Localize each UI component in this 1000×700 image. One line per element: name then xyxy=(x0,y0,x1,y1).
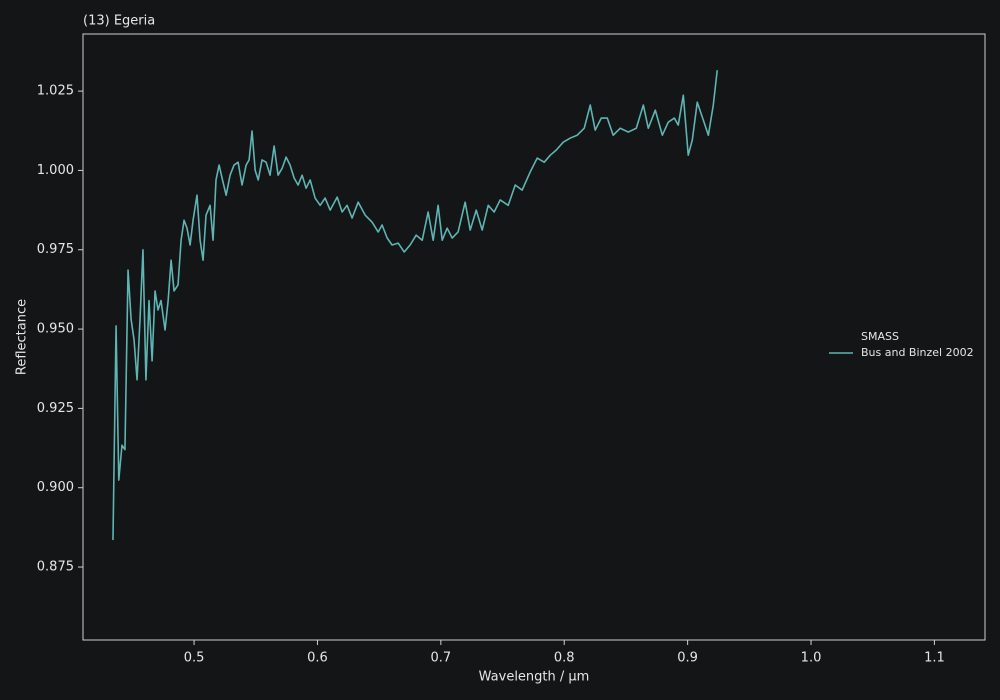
x-tick-label: 0.7 xyxy=(430,651,451,666)
legend-title: SMASS xyxy=(861,330,899,343)
y-tick-label: 0.950 xyxy=(37,322,74,337)
x-axis-label: Wavelength / µm xyxy=(479,670,590,685)
y-tick-label: 1.025 xyxy=(37,84,74,99)
x-tick-label: 0.6 xyxy=(307,651,328,666)
x-tick-label: 1.1 xyxy=(924,651,945,666)
x-tick-label: 0.9 xyxy=(677,651,698,666)
y-axis-label: Reflectance xyxy=(15,299,30,375)
x-tick-label: 1.0 xyxy=(801,651,822,666)
y-tick-label: 0.925 xyxy=(37,401,74,416)
chart-title: (13) Egeria xyxy=(83,14,155,29)
y-tick-label: 0.875 xyxy=(37,560,74,575)
y-tick-label: 1.000 xyxy=(37,163,74,178)
axes-frame xyxy=(82,33,986,641)
x-tick-label: 0.8 xyxy=(554,651,575,666)
legend-label: Bus and Binzel 2002 xyxy=(861,346,974,359)
y-tick-label: 0.900 xyxy=(37,480,74,495)
spectrum-line xyxy=(112,70,719,541)
y-tick-label: 0.975 xyxy=(37,242,74,257)
x-tick-label: 0.5 xyxy=(184,651,205,666)
